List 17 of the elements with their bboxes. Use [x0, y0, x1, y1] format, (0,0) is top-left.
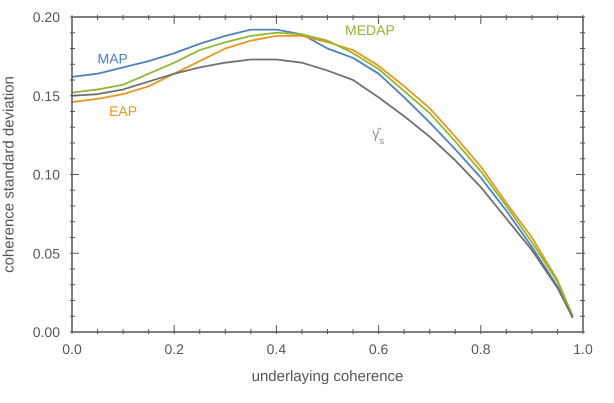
series-label: MEDAP: [345, 22, 395, 38]
x-tick-label: 0.0: [62, 341, 82, 357]
y-axis-title: coherence standard deviation: [0, 76, 18, 273]
y-tick-label: 0.20: [32, 9, 60, 25]
x-tick-label: 0.8: [471, 341, 491, 357]
y-tick-label: 0.15: [32, 88, 60, 104]
x-tick-label: 1.0: [573, 341, 593, 357]
series-label: EAP: [109, 103, 138, 120]
x-axis-title: underlaying coherence: [252, 368, 404, 385]
series-label: MAP: [98, 50, 128, 67]
y-tick-label: 0.10: [32, 166, 60, 182]
y-tick-label: 0.00: [32, 324, 60, 340]
series-label: γ̂$_{s}$: [372, 125, 384, 147]
y-tick-label: 0.05: [32, 245, 60, 262]
x-tick-label: 0.6: [368, 341, 389, 357]
x-tick-label: 0.4: [266, 341, 286, 357]
x-tick-label: 0.2: [164, 341, 184, 357]
